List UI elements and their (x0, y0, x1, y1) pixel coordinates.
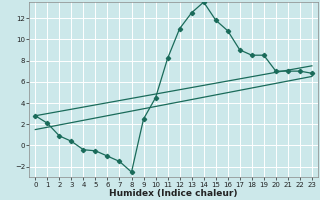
X-axis label: Humidex (Indice chaleur): Humidex (Indice chaleur) (109, 189, 238, 198)
